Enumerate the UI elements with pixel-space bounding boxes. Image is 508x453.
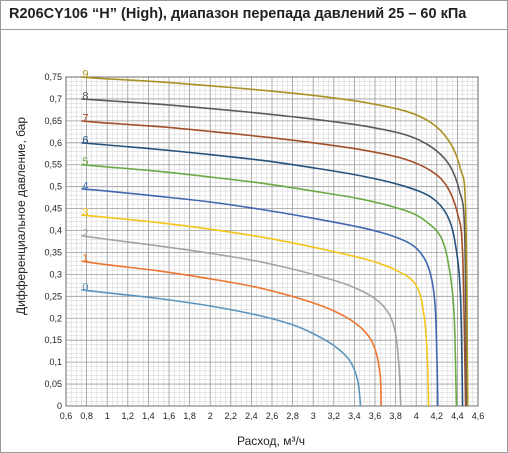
x-tick-label: 1,8 [183, 411, 196, 421]
y-tick-label: 0,75 [44, 72, 62, 82]
x-axis-label: Расход, м³/ч [237, 434, 305, 448]
plot-border [65, 76, 479, 407]
x-tick-label: 2,8 [286, 411, 299, 421]
series-line-9 [81, 76, 469, 407]
series-line-0 [81, 289, 362, 407]
x-tick-label: 0,6 [60, 411, 73, 421]
series-line-1 [81, 260, 382, 407]
x-tick-label: 3 [311, 411, 316, 421]
x-tick-label: 4,2 [431, 411, 444, 421]
curve-labels: 0 1 2 3 4 5 6 7 8 9 [82, 69, 88, 294]
series-line-4 [81, 188, 439, 407]
x-tick-label: 2,6 [266, 411, 279, 421]
y-tick-label: 0,35 [44, 247, 62, 257]
series-line-2 [81, 235, 402, 407]
series-label-1: 1 [82, 253, 88, 265]
series-line-3 [81, 214, 430, 407]
x-tick-label: 1,6 [163, 411, 176, 421]
series-layer [81, 76, 469, 407]
series-label-3: 3 [82, 207, 88, 219]
series-label-9: 9 [82, 69, 88, 81]
series-line-5 [81, 163, 458, 407]
chart-title: R206CY106 “H” (High), диапазон перепада … [9, 6, 467, 22]
series-line-7 [81, 120, 467, 407]
y-tick-label: 0,65 [44, 116, 62, 126]
series-line-8 [81, 98, 468, 407]
x-tick-label: 4 [414, 411, 419, 421]
y-tick-label: 0,6 [49, 138, 62, 148]
x-tick-label: 3,8 [389, 411, 402, 421]
y-tick-label: 0,1 [49, 357, 62, 367]
y-tick-label: 0 [57, 401, 62, 411]
y-tick-label: 0,5 [49, 182, 62, 192]
y-tick-label: 0,4 [49, 226, 62, 236]
y-tick-label: 0,7 [49, 94, 62, 104]
x-tick-label: 1,2 [122, 411, 135, 421]
y-tick-label: 0,45 [44, 204, 62, 214]
y-tick-label: 0,55 [44, 160, 62, 170]
x-tick-label: 2,4 [245, 411, 258, 421]
y-axis-ticks: 0 0,05 0,1 0,15 0,2 0,25 0,3 0,35 0,4 0,45 0,5 0,55… [44, 72, 62, 411]
y-tick-label: 0,3 [49, 269, 62, 279]
x-tick-label: 1 [105, 411, 110, 421]
series-label-4: 4 [82, 180, 88, 192]
x-tick-label: 2,2 [225, 411, 238, 421]
series-label-5: 5 [82, 156, 88, 168]
x-tick-label: 4,6 [472, 411, 485, 421]
x-tick-label: 3,4 [348, 411, 361, 421]
series-label-2: 2 [82, 227, 88, 239]
x-tick-label: 1,4 [142, 411, 155, 421]
series-label-6: 6 [82, 134, 88, 146]
y-tick-label: 0,05 [44, 379, 62, 389]
series-label-8: 8 [82, 90, 88, 102]
x-axis-ticks: 0,6 0,8 1 1,2 1,4 1,6 1,8 2 2,2 2,4 2,6 2,8 3 3,2 3,4 3… [60, 411, 485, 421]
x-tick-label: 4,4 [451, 411, 464, 421]
y-axis-label: Дифференциальное давление, бар [14, 117, 28, 315]
y-tick-label: 0,25 [44, 291, 62, 301]
x-tick-label: 2 [208, 411, 213, 421]
series-label-7: 7 [82, 112, 88, 124]
y-tick-label: 0,15 [44, 335, 62, 345]
series-label-0: 0 [82, 281, 88, 293]
title-bar: R206CY106 “H” (High), диапазон перепада … [1, 1, 507, 30]
x-tick-label: 0,8 [80, 411, 93, 421]
x-tick-label: 3,2 [328, 411, 341, 421]
y-tick-label: 0,2 [49, 313, 62, 323]
x-tick-label: 3,6 [369, 411, 382, 421]
series-line-6 [81, 142, 464, 407]
